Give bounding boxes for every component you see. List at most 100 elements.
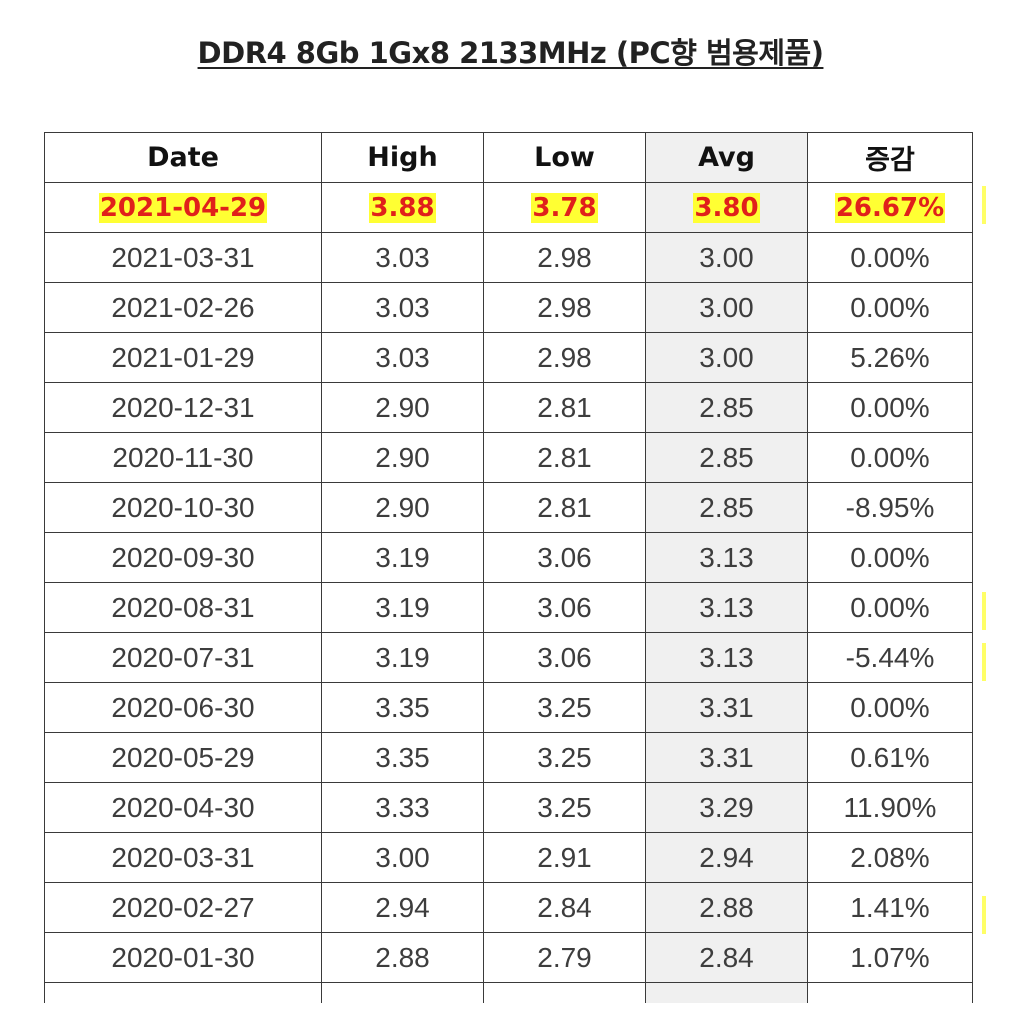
header-low: Low (483, 132, 646, 183)
cell-high: 3.35 (321, 682, 484, 733)
cell-avg: 3.13 (645, 582, 808, 633)
cell-change: 2.08% (807, 832, 973, 883)
cell-low: 2.79 (483, 932, 646, 983)
cell-date: 2020-09-30 (44, 532, 322, 583)
table-row: 2020-01-30 2.88 2.79 2.84 1.07% (44, 932, 973, 983)
header-avg: Avg (645, 132, 808, 183)
cell-empty (44, 982, 322, 1003)
cell-date: 2021-01-29 (44, 332, 322, 383)
cell-change: 5.26% (807, 332, 973, 383)
highlight-mark (982, 643, 986, 681)
table-row: 2020-06-30 3.35 3.25 3.31 0.00% (44, 682, 973, 733)
cell-date: 2020-06-30 (44, 682, 322, 733)
cell-high: 3.00 (321, 832, 484, 883)
cell-avg: 2.85 (645, 382, 808, 433)
cell-avg: 3.13 (645, 532, 808, 583)
cell-date: 2020-10-30 (44, 482, 322, 533)
highlighted-value: 26.67% (834, 192, 946, 223)
table-row: 2020-11-30 2.90 2.81 2.85 0.00% (44, 432, 973, 483)
cell-low: 3.25 (483, 682, 646, 733)
cell-high: 2.90 (321, 482, 484, 533)
cell-high: 3.19 (321, 582, 484, 633)
highlight-mark (982, 186, 986, 224)
highlighted-value: 3.78 (531, 192, 598, 223)
cell-low: 2.84 (483, 882, 646, 933)
cell-high: 2.90 (321, 432, 484, 483)
cell-change: 0.00% (807, 432, 973, 483)
table-header-row: Date High Low Avg 증감 (44, 132, 973, 183)
cell-avg: 3.31 (645, 732, 808, 783)
cell-date: 2020-04-30 (44, 782, 322, 833)
cell-avg: 3.80 (645, 182, 808, 233)
cell-high: 3.03 (321, 282, 484, 333)
cell-change: 0.00% (807, 682, 973, 733)
table-row: 2021-03-31 3.03 2.98 3.00 0.00% (44, 232, 973, 283)
cell-low: 2.91 (483, 832, 646, 883)
cell-date: 2021-03-31 (44, 232, 322, 283)
cell-empty (645, 982, 808, 1003)
highlight-mark (982, 896, 986, 934)
cell-low: 3.25 (483, 782, 646, 833)
cell-avg: 3.31 (645, 682, 808, 733)
cell-date: 2020-02-27 (44, 882, 322, 933)
cell-avg: 3.13 (645, 632, 808, 683)
price-table: Date High Low Avg 증감 2021-04-29 3.88 3.78 3… (44, 132, 973, 1003)
cell-high: 2.88 (321, 932, 484, 983)
cell-low: 2.98 (483, 282, 646, 333)
cell-empty (807, 982, 973, 1003)
header-change: 증감 (807, 132, 973, 183)
page-title: DDR4 8Gb 1Gx8 2133MHz (PC향 범용제품) (0, 30, 1021, 72)
cell-high: 3.33 (321, 782, 484, 833)
cell-avg: 2.84 (645, 932, 808, 983)
cell-change: -5.44% (807, 632, 973, 683)
table-row: 2020-10-30 2.90 2.81 2.85 -8.95% (44, 482, 973, 533)
cell-avg: 2.88 (645, 882, 808, 933)
cell-date: 2020-05-29 (44, 732, 322, 783)
cell-date: 2020-01-30 (44, 932, 322, 983)
table-row: 2020-03-31 3.00 2.91 2.94 2.08% (44, 832, 973, 883)
highlighted-value: 3.88 (369, 192, 436, 223)
cell-change: 0.61% (807, 732, 973, 783)
cell-low: 2.98 (483, 232, 646, 283)
cell-change: 26.67% (807, 182, 973, 233)
table-body: 2021-04-29 3.88 3.78 3.80 26.67% 2021-03-31 3.… (44, 182, 973, 1003)
cell-avg: 2.94 (645, 832, 808, 883)
cell-date: 2020-03-31 (44, 832, 322, 883)
cell-low: 3.78 (483, 182, 646, 233)
cell-high: 3.03 (321, 332, 484, 383)
cell-avg: 3.29 (645, 782, 808, 833)
table-row: 2020-05-29 3.35 3.25 3.31 0.61% (44, 732, 973, 783)
header-date: Date (44, 132, 322, 183)
table-row: 2020-07-31 3.19 3.06 3.13 -5.44% (44, 632, 973, 683)
cell-date: 2020-07-31 (44, 632, 322, 683)
cell-high: 3.03 (321, 232, 484, 283)
cell-date: 2020-12-31 (44, 382, 322, 433)
table-row: 2020-09-30 3.19 3.06 3.13 0.00% (44, 532, 973, 583)
cell-low: 2.81 (483, 482, 646, 533)
cell-change: 11.90% (807, 782, 973, 833)
cell-change: -8.95% (807, 482, 973, 533)
cell-low: 2.81 (483, 432, 646, 483)
cell-date: 2021-04-29 (44, 182, 322, 233)
cell-high: 3.88 (321, 182, 484, 233)
cell-low: 2.81 (483, 382, 646, 433)
cell-change: 0.00% (807, 382, 973, 433)
table-row-highlight: 2021-04-29 3.88 3.78 3.80 26.67% (44, 182, 973, 233)
table-row: 2021-02-26 3.03 2.98 3.00 0.00% (44, 282, 973, 333)
table-row: 2020-12-31 2.90 2.81 2.85 0.00% (44, 382, 973, 433)
cell-high: 3.19 (321, 632, 484, 683)
cell-low: 3.06 (483, 582, 646, 633)
table-row: 2020-04-30 3.33 3.25 3.29 11.90% (44, 782, 973, 833)
cell-high: 3.19 (321, 532, 484, 583)
cell-date: 2020-08-31 (44, 582, 322, 633)
cell-high: 2.94 (321, 882, 484, 933)
highlight-mark (982, 592, 986, 630)
cell-change: 0.00% (807, 282, 973, 333)
table-row: 2020-08-31 3.19 3.06 3.13 0.00% (44, 582, 973, 633)
cell-high: 2.90 (321, 382, 484, 433)
cell-low: 2.98 (483, 332, 646, 383)
cell-low: 3.06 (483, 632, 646, 683)
cell-change: 1.41% (807, 882, 973, 933)
cell-low: 3.06 (483, 532, 646, 583)
